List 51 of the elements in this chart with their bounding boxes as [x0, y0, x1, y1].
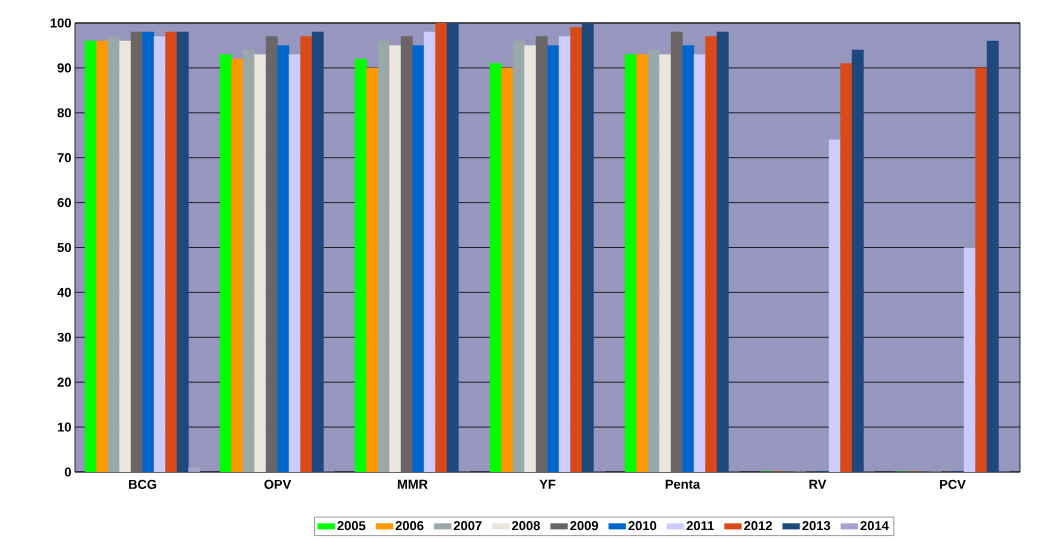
bar — [501, 67, 514, 472]
bar — [366, 67, 379, 472]
bar — [524, 45, 537, 472]
y-tick-label: 90 — [57, 63, 71, 73]
bar — [570, 27, 583, 472]
bar — [705, 36, 718, 472]
y-tick-label: 60 — [57, 198, 71, 208]
bar — [412, 45, 425, 472]
bar — [975, 67, 988, 472]
x-tick-label: OPV — [264, 479, 292, 489]
x-tick-label: RV — [809, 479, 827, 489]
bar — [840, 63, 853, 472]
bar — [300, 36, 313, 472]
legend-label: 2008 — [512, 521, 540, 531]
x-tick-label: BCG — [128, 479, 157, 489]
bar — [277, 45, 290, 472]
bar — [188, 467, 201, 472]
legend-label: 2011 — [686, 521, 714, 531]
x-tick-label: YF — [539, 479, 556, 489]
bar — [389, 45, 402, 472]
bar — [636, 54, 649, 472]
y-tick-label: 0 — [64, 467, 71, 477]
bar — [547, 45, 560, 472]
x-tick-label: Penta — [665, 479, 701, 489]
legend-label: 2012 — [744, 521, 772, 531]
legend-label: 2013 — [802, 521, 831, 531]
legend-label: 2010 — [628, 521, 657, 531]
y-tick-label: 80 — [57, 108, 71, 118]
bar — [165, 31, 178, 472]
y-tick-label: 50 — [57, 242, 71, 253]
x-tick-label: PCV — [940, 479, 966, 489]
legend-label: 2009 — [570, 521, 599, 531]
bar — [96, 40, 109, 472]
x-tick-label: MMR — [397, 479, 428, 489]
legend-label: 2005 — [337, 521, 366, 531]
y-tick-label: 30 — [57, 332, 71, 342]
y-tick-label: 10 — [57, 422, 71, 432]
y-tick-label: 100 — [50, 18, 71, 28]
bar — [659, 54, 672, 472]
legend-label: 2014 — [860, 521, 889, 531]
bar — [142, 31, 155, 472]
y-tick-label: 40 — [57, 287, 71, 297]
bar — [119, 40, 132, 472]
bar — [254, 54, 267, 472]
legend-label: 2006 — [395, 521, 424, 531]
bar — [682, 45, 695, 472]
legend-label: 2007 — [453, 521, 482, 531]
bar — [231, 58, 244, 472]
bar — [435, 22, 448, 472]
y-tick-label: 70 — [57, 153, 71, 163]
y-tick-label: 20 — [57, 377, 71, 387]
